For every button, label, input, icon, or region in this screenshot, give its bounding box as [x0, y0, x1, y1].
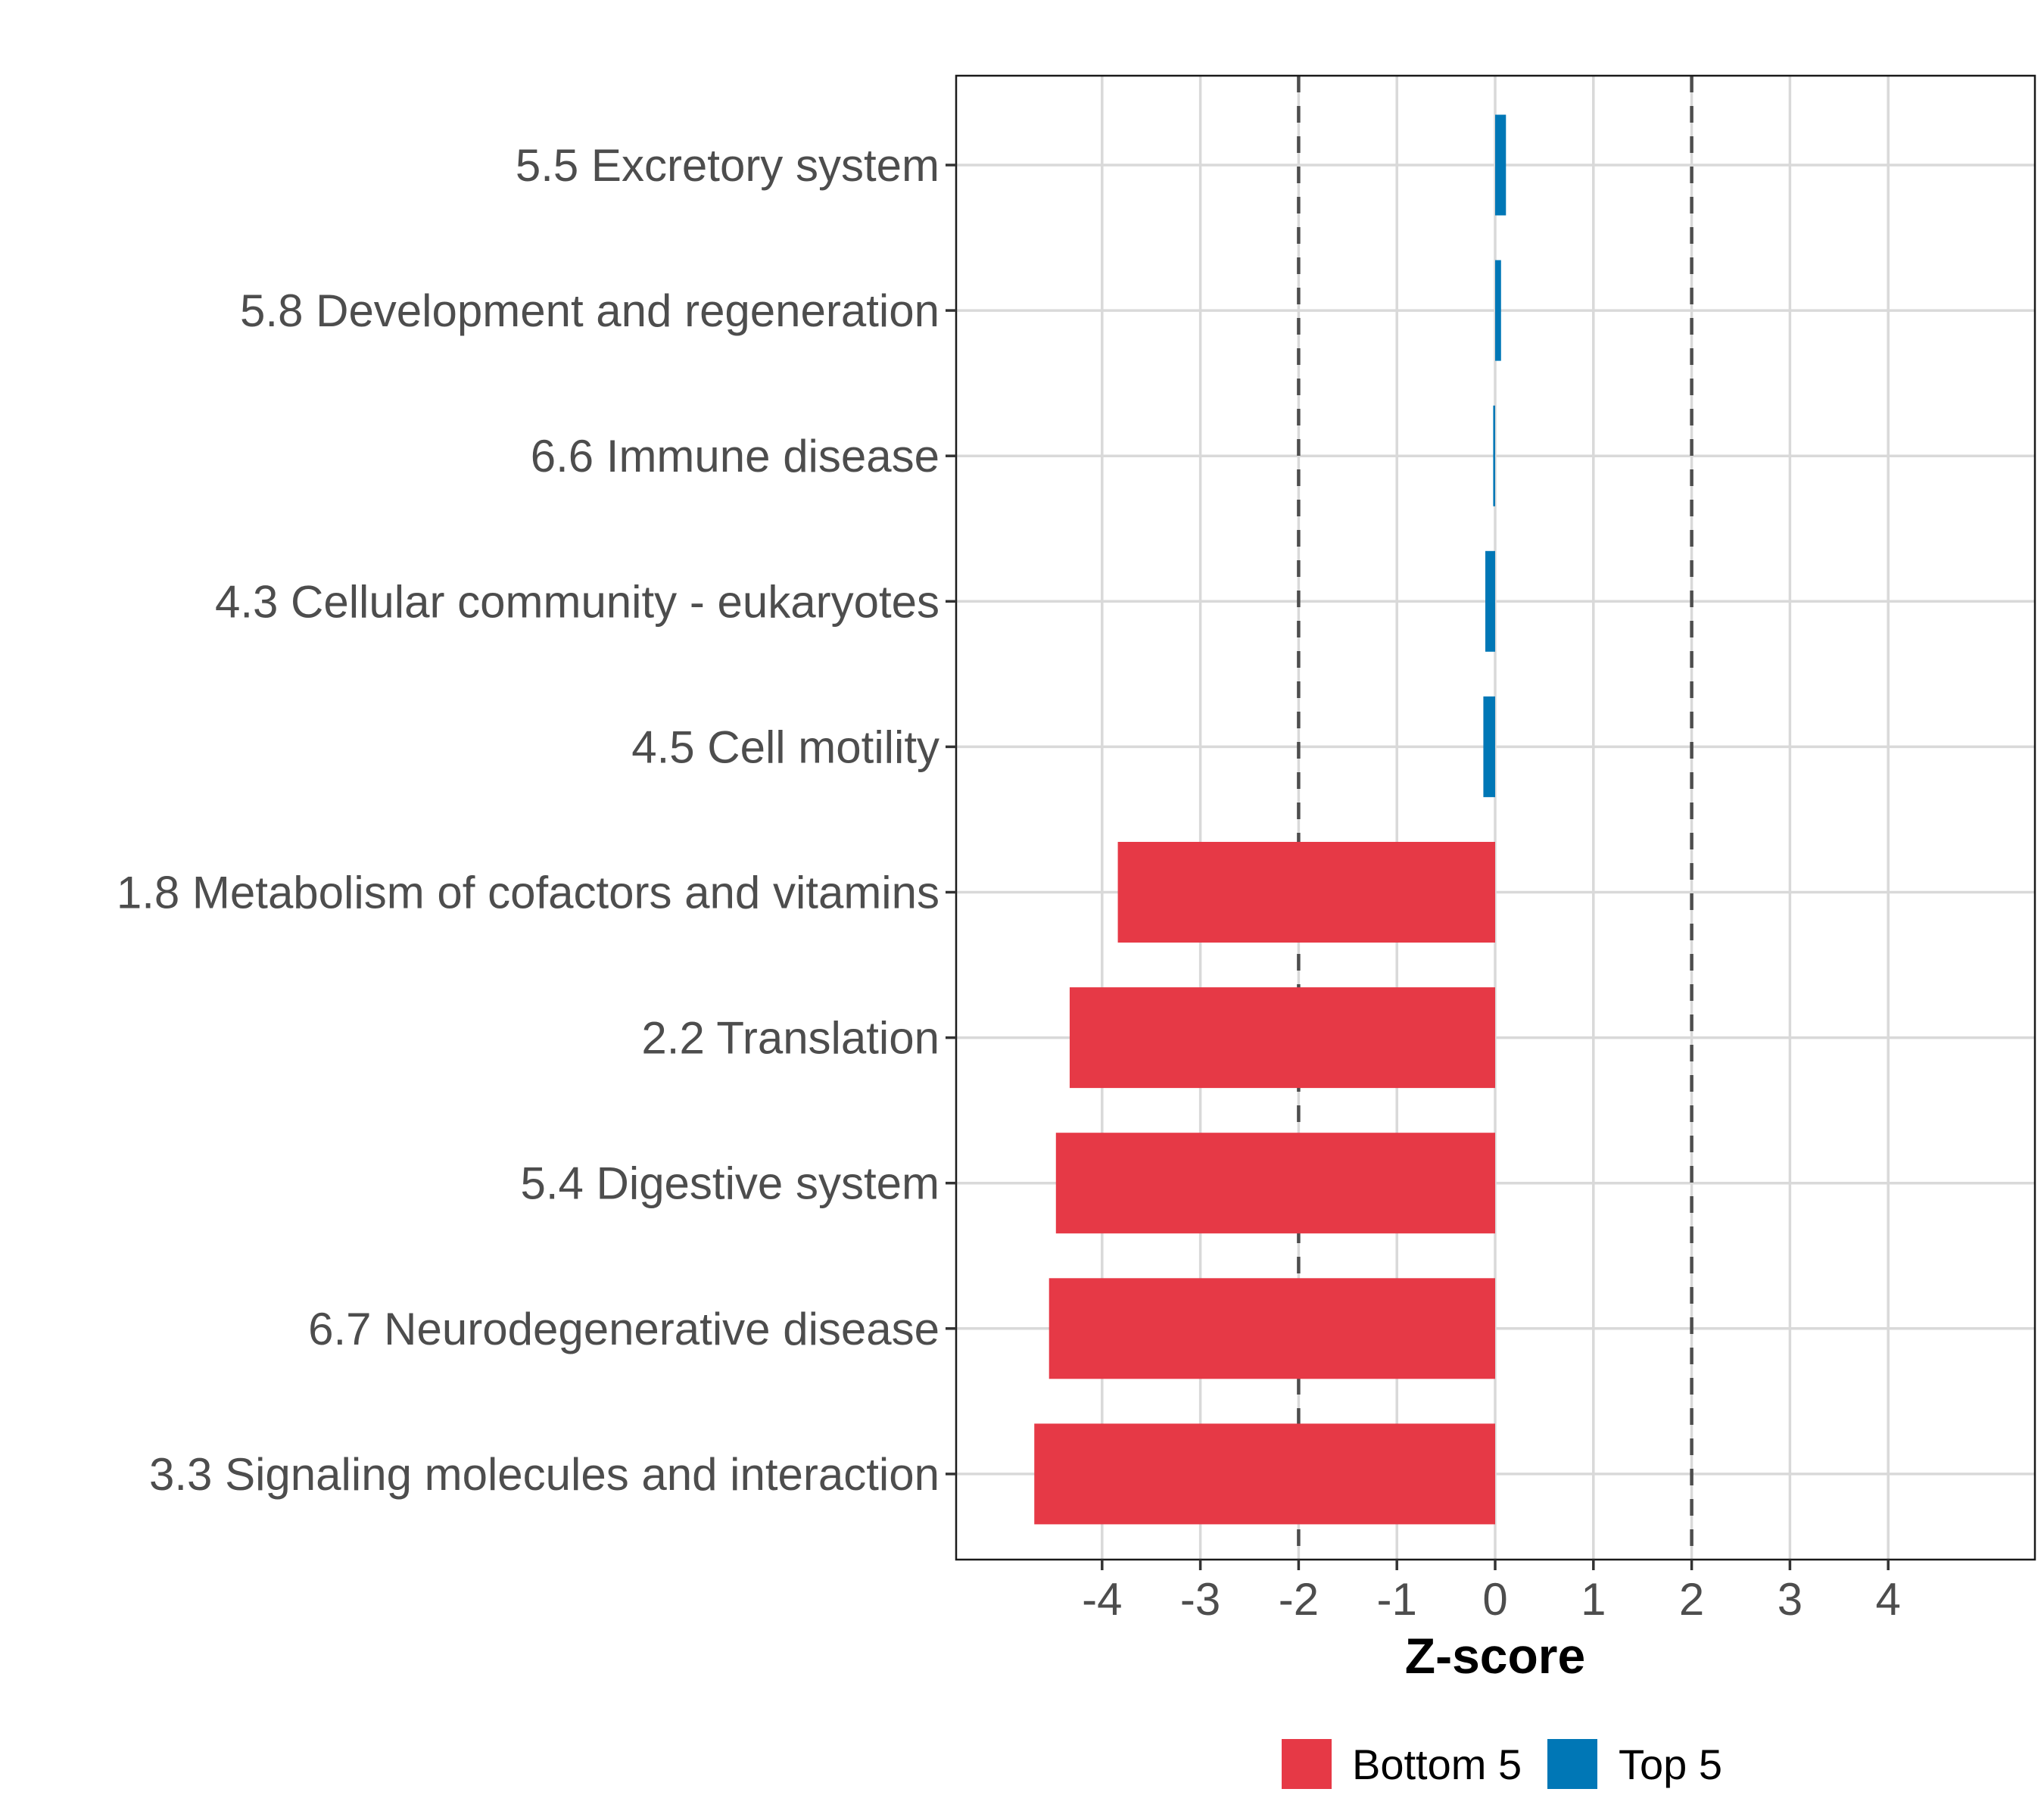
y-category-label: 5.8 Development and regeneration [240, 285, 939, 336]
y-category-label: 5.4 Digestive system [520, 1158, 939, 1209]
bar-top-5 [1483, 696, 1495, 797]
x-tick-label: -4 [1082, 1574, 1122, 1625]
y-category-label: 3.3 Signaling molecules and interaction [149, 1449, 939, 1500]
legend: Bottom 5 Top 5 [1282, 1739, 1722, 1789]
x-tick-label: 1 [1581, 1574, 1606, 1625]
x-axis: -4 -3 -2 -1 0 1 2 3 4 [1082, 1560, 1901, 1625]
x-axis-title: Z-score [1405, 1628, 1585, 1684]
y-axis: 5.5 Excretory system 5.8 Development and … [117, 140, 956, 1500]
legend-swatch [1547, 1739, 1597, 1789]
bar-bottom-5 [1055, 1133, 1495, 1234]
bar-bottom-5 [1034, 1423, 1495, 1525]
legend-swatch [1282, 1739, 1332, 1789]
x-tick-label: 4 [1876, 1574, 1901, 1625]
bars [1034, 114, 1507, 1525]
y-category-label: 4.5 Cell motility [631, 722, 939, 772]
legend-label: Bottom 5 [1352, 1741, 1522, 1788]
x-tick-label: 0 [1482, 1574, 1507, 1625]
y-category-label: 6.6 Immune disease [531, 431, 939, 482]
x-tick-label: 2 [1679, 1574, 1704, 1625]
bar-bottom-5 [1069, 987, 1495, 1089]
bar-top-5 [1485, 550, 1495, 652]
x-tick-label: -2 [1279, 1574, 1319, 1625]
bar-bottom-5 [1048, 1278, 1495, 1379]
bar-top-5 [1495, 260, 1501, 361]
x-tick-label: -1 [1377, 1574, 1417, 1625]
bar-top-5 [1495, 114, 1507, 216]
y-category-label: 1.8 Metabolism of cofactors and vitamins [117, 868, 939, 918]
y-category-label: 4.3 Cellular community - eukaryotes [215, 576, 939, 627]
y-category-label: 2.2 Translation [641, 1013, 939, 1064]
x-tick-label: 3 [1778, 1574, 1803, 1625]
reference-lines [1297, 76, 1693, 1560]
legend-label: Top 5 [1619, 1741, 1722, 1788]
y-category-label: 6.7 Neurodegenerative disease [308, 1304, 939, 1354]
bar-bottom-5 [1117, 842, 1495, 943]
bar-top-5 [1493, 405, 1495, 506]
x-tick-label: -3 [1180, 1574, 1220, 1625]
y-category-label: 5.5 Excretory system [516, 140, 939, 191]
